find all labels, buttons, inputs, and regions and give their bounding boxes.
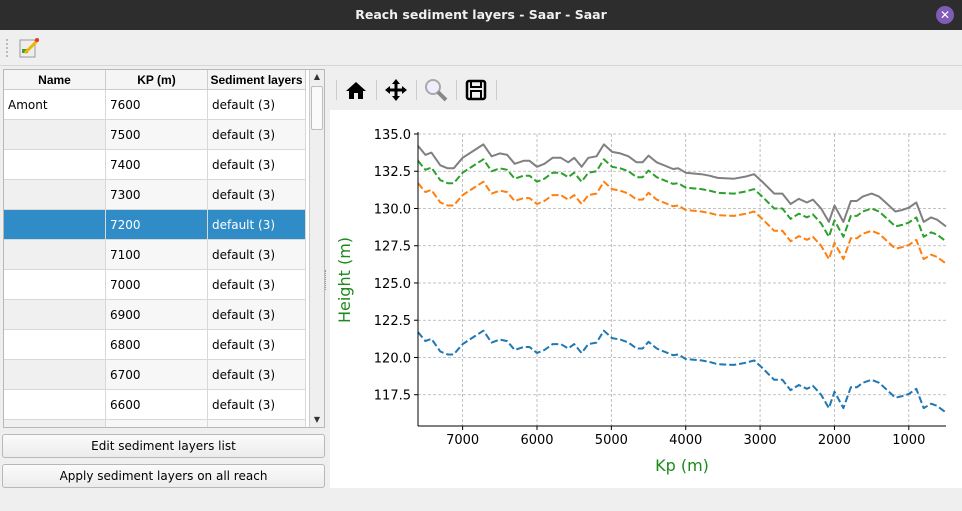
table-row[interactable]: 7200 default (3) (4, 210, 306, 240)
cell-layers[interactable]: default (3) (208, 210, 306, 240)
close-icon[interactable]: ✕ (936, 6, 954, 24)
cell-layers[interactable]: default (3) (208, 150, 306, 180)
cell-kp[interactable]: 6900 (106, 300, 208, 330)
main-toolbar (0, 30, 962, 66)
separator (416, 80, 417, 100)
separator (496, 80, 497, 100)
toolbar-grip[interactable] (6, 39, 9, 57)
cell-kp[interactable]: 7000 (106, 270, 208, 300)
y-tick-label: 130.0 (374, 202, 411, 217)
cell-name[interactable] (4, 300, 106, 330)
table-row[interactable]: 6600 default (3) (4, 390, 306, 420)
separator (376, 80, 377, 100)
table-row[interactable]: 7000 default (3) (4, 270, 306, 300)
cell-name[interactable] (4, 390, 106, 420)
separator (336, 80, 337, 100)
cell-name[interactable] (4, 210, 106, 240)
x-tick-label: 2000 (818, 433, 851, 448)
plot-canvas[interactable]: 7000 6000 5000 4000 3000 2000 1000 117.5 120.0 12… (330, 110, 962, 488)
table-row[interactable]: 7300 default (3) (4, 180, 306, 210)
y-tick-label: 125.0 (374, 277, 411, 292)
table-row[interactable]: Amont 7600 default (3) (4, 90, 306, 120)
edit-sediment-layers-button[interactable]: Edit sediment layers list (2, 434, 325, 458)
header-sediment-layers[interactable]: Sediment layers (208, 70, 306, 90)
cell-name[interactable] (4, 420, 106, 427)
y-tick-label: 135.0 (374, 128, 411, 143)
series-line-1 (417, 158, 947, 243)
cell-name[interactable] (4, 330, 106, 360)
cell-kp[interactable]: 6600 (106, 390, 208, 420)
title-bar: Reach sediment layers - Saar - Saar ✕ (0, 0, 962, 30)
cell-kp[interactable]: 7500 (106, 120, 208, 150)
save-icon[interactable] (462, 76, 490, 104)
series-line-3 (417, 329, 947, 414)
x-axis-label: Kp (m) (655, 456, 709, 475)
zoom-icon[interactable] (422, 76, 450, 104)
pan-icon[interactable] (382, 76, 410, 104)
status-bar (0, 488, 962, 511)
cell-layers[interactable]: default (3) (208, 270, 306, 300)
table-row[interactable] (4, 420, 306, 427)
cell-layers[interactable]: default (3) (208, 360, 306, 390)
splitter-handle[interactable] (325, 270, 328, 290)
height-profile-chart: 7000 6000 5000 4000 3000 2000 1000 117.5 120.0 12… (335, 128, 947, 475)
header-name[interactable]: Name (4, 70, 106, 90)
x-tick-label: 4000 (669, 433, 702, 448)
sediment-table: Name KP (m) Sediment layers ▲ ▼ Amont 760… (3, 69, 325, 428)
separator (456, 80, 457, 100)
cell-layers[interactable]: default (3) (208, 90, 306, 120)
table-row[interactable]: 6700 default (3) (4, 360, 306, 390)
cell-layers[interactable]: default (3) (208, 180, 306, 210)
x-tick-label: 6000 (520, 433, 553, 448)
cell-name[interactable] (4, 120, 106, 150)
table-row[interactable]: 7100 default (3) (4, 240, 306, 270)
apply-sediment-layers-button[interactable]: Apply sediment layers on all reach (2, 464, 325, 488)
cell-kp[interactable]: 7100 (106, 240, 208, 270)
plot-toolbar (330, 70, 962, 110)
y-tick-label: 117.5 (374, 389, 411, 404)
home-icon[interactable] (342, 76, 370, 104)
table-row[interactable]: 6800 default (3) (4, 330, 306, 360)
cell-layers[interactable] (208, 420, 306, 427)
cell-name[interactable] (4, 360, 106, 390)
scroll-down-icon[interactable]: ▼ (313, 415, 321, 424)
y-tick-label: 127.5 (374, 240, 411, 255)
cell-layers[interactable]: default (3) (208, 120, 306, 150)
table-row[interactable]: 6900 default (3) (4, 300, 306, 330)
vertical-scrollbar[interactable]: ▲ ▼ (309, 70, 324, 427)
cell-kp[interactable]: 7200 (106, 210, 208, 240)
cell-kp[interactable]: 6700 (106, 360, 208, 390)
table-row[interactable]: 7400 default (3) (4, 150, 306, 180)
scrollbar-thumb[interactable] (311, 86, 323, 130)
header-kp[interactable]: KP (m) (106, 70, 208, 90)
cell-layers[interactable]: default (3) (208, 390, 306, 420)
cell-name[interactable] (4, 150, 106, 180)
cell-name[interactable]: Amont (4, 90, 106, 120)
cell-layers[interactable]: default (3) (208, 300, 306, 330)
cell-kp[interactable]: 7600 (106, 90, 208, 120)
series-line-0 (417, 143, 947, 228)
table-row[interactable]: 7500 default (3) (4, 120, 306, 150)
cell-kp[interactable] (106, 420, 208, 427)
cell-name[interactable] (4, 240, 106, 270)
cell-layers[interactable]: default (3) (208, 330, 306, 360)
y-axis-label: Height (m) (335, 237, 354, 323)
x-tick-label: 5000 (595, 433, 628, 448)
cell-layers[interactable]: default (3) (208, 240, 306, 270)
cell-kp[interactable]: 6800 (106, 330, 208, 360)
cell-name[interactable] (4, 180, 106, 210)
x-tick-label: 1000 (892, 433, 925, 448)
cell-name[interactable] (4, 270, 106, 300)
window-title: Reach sediment layers - Saar - Saar (355, 7, 607, 22)
x-tick-label: 7000 (446, 433, 479, 448)
y-tick-label: 120.0 (374, 351, 411, 366)
scroll-up-icon[interactable]: ▲ (313, 72, 321, 81)
edit-document-icon[interactable] (18, 37, 40, 59)
series-line-2 (417, 180, 947, 265)
cell-kp[interactable]: 7300 (106, 180, 208, 210)
x-tick-label: 3000 (744, 433, 777, 448)
cell-kp[interactable]: 7400 (106, 150, 208, 180)
y-tick-label: 122.5 (374, 314, 411, 329)
y-tick-label: 132.5 (374, 165, 411, 180)
